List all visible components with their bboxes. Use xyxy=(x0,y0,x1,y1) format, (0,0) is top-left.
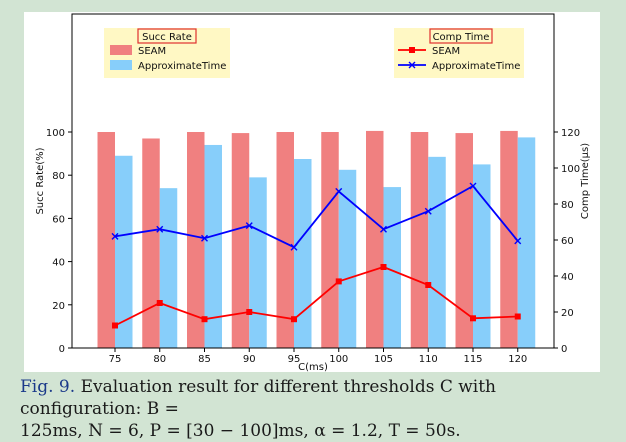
point-approx-120 xyxy=(514,237,522,245)
x-tick-label-80: 80 xyxy=(153,354,166,365)
bar-seam-95 xyxy=(276,132,294,348)
bar-seam-85 xyxy=(187,132,205,348)
x-ticks: 75 80 85 90 95 100 105 110 115 120 xyxy=(109,348,527,365)
bar-seam-100 xyxy=(321,132,339,348)
bar-approx-110 xyxy=(428,156,446,348)
figure-caption: Fig. 9. Evaluation result for different … xyxy=(20,376,620,442)
y-right-ticks: 0 20 40 60 80 100 120 xyxy=(554,128,580,355)
y-left-tick-label-80: 80 xyxy=(52,171,65,182)
point-seam-110 xyxy=(425,282,432,288)
x-tick-label-105: 105 xyxy=(374,354,393,365)
point-seam-105 xyxy=(380,264,387,270)
bar-approx-75 xyxy=(115,155,133,348)
bar-seam-75 xyxy=(97,132,115,348)
x-tick-label-115: 115 xyxy=(463,354,482,365)
y-left-ticks: 0 20 40 60 80 100 xyxy=(46,128,72,355)
x-tick-label-75: 75 xyxy=(109,354,122,365)
x-tick-label-110: 110 xyxy=(419,354,438,365)
point-seam-75 xyxy=(112,322,118,329)
line-legend-title-box xyxy=(429,28,493,44)
bar-seam-115 xyxy=(455,133,473,348)
bar-seam-110 xyxy=(410,132,429,348)
bar-legend-title-box xyxy=(137,28,197,44)
line-legend: Comp Time SEAM ApproximateTime xyxy=(394,28,524,78)
x-tick-label-90: 90 xyxy=(243,354,256,365)
x-tick-label-100: 100 xyxy=(329,354,348,365)
caption-label: Fig. 9. xyxy=(20,377,76,397)
bar-legend: Succ Rate SEAM ApproximateTime xyxy=(104,28,230,78)
y-left-tick-label-0: 0 xyxy=(59,344,65,355)
y-left-tick-label-40: 40 xyxy=(52,258,65,269)
bar-seam-80 xyxy=(142,138,160,348)
point-seam-95 xyxy=(291,316,297,323)
legend-label-seam-bar: SEAM xyxy=(138,46,166,57)
bar-approx-100 xyxy=(338,169,357,348)
legend-label-approx-bar: ApproximateTime xyxy=(138,61,226,72)
point-approx-100 xyxy=(335,187,343,195)
point-approx-75 xyxy=(111,232,119,240)
point-approx-110 xyxy=(424,207,432,215)
bar-approx-85 xyxy=(204,144,222,348)
point-approx-80 xyxy=(156,225,164,233)
bar-approx-95 xyxy=(294,159,312,348)
bar-approx-90 xyxy=(249,177,267,348)
legend-swatch-seam-bar xyxy=(110,45,132,55)
y-left-tick-label-100: 100 xyxy=(46,128,65,139)
caption-text-line1: Evaluation result for different threshol… xyxy=(20,377,497,419)
bar-approx-80 xyxy=(159,188,178,348)
x-axis-title: C(ms) xyxy=(298,362,328,373)
line-legend-title: Comp Time xyxy=(433,32,490,43)
plot-frame xyxy=(71,13,555,349)
y-right-tick-label-40: 40 xyxy=(561,272,574,283)
legend-marker-seam xyxy=(409,47,415,53)
point-seam-115 xyxy=(470,315,476,322)
x-tick-label-95: 95 xyxy=(288,354,301,365)
legend-label-approx-line: ApproximateTime xyxy=(432,61,520,72)
line-approx xyxy=(114,184,519,249)
y-right-tick-label-0: 0 xyxy=(561,344,567,355)
bar-seam-120 xyxy=(500,130,518,348)
lines-layer xyxy=(111,182,522,329)
legend-marker-approx xyxy=(408,61,416,69)
bar-approx-115 xyxy=(473,164,491,348)
bar-approx-120 xyxy=(517,137,536,348)
point-seam-80 xyxy=(156,300,163,306)
point-approx-105 xyxy=(380,225,387,233)
legend-swatch-approx-bar xyxy=(110,60,132,70)
x-tick-label-85: 85 xyxy=(198,354,211,365)
y-right-tick-label-20: 20 xyxy=(561,308,574,319)
legend-label-seam-line: SEAM xyxy=(432,46,460,57)
point-seam-90 xyxy=(246,309,253,315)
y-right-tick-label-80: 80 xyxy=(561,200,574,211)
y-right-axis-title: Comp Time(μs) xyxy=(580,143,591,219)
chart-svg: 75 80 85 90 95 100 105 110 115 120 0 20 40 60 80 100 0… xyxy=(24,12,600,373)
bar-seam-90 xyxy=(231,133,250,348)
point-approx-85 xyxy=(201,234,208,242)
line-seam xyxy=(114,266,518,327)
y-right-tick-label-60: 60 xyxy=(561,236,574,247)
line-legend-box xyxy=(394,28,524,78)
caption-text-line2: 125ms, N = 6, P = [30 − 100]ms, α = 1.2,… xyxy=(20,421,461,441)
point-approx-90 xyxy=(245,222,253,230)
x-tick-label-120: 120 xyxy=(508,354,527,365)
bar-seam-105 xyxy=(366,130,384,348)
y-right-tick-label-120: 120 xyxy=(561,128,580,139)
y-right-tick-label-100: 100 xyxy=(561,164,580,175)
point-seam-85 xyxy=(201,316,208,323)
y-left-tick-label-20: 20 xyxy=(52,301,65,312)
point-seam-100 xyxy=(335,278,342,285)
point-approx-115 xyxy=(469,182,477,190)
y-left-tick-label-60: 60 xyxy=(52,214,65,225)
y-left-axis-title: Succ Rate(%) xyxy=(35,147,46,214)
point-approx-95 xyxy=(290,243,298,251)
bar-legend-title: Succ Rate xyxy=(142,32,192,43)
point-seam-120 xyxy=(514,313,521,320)
